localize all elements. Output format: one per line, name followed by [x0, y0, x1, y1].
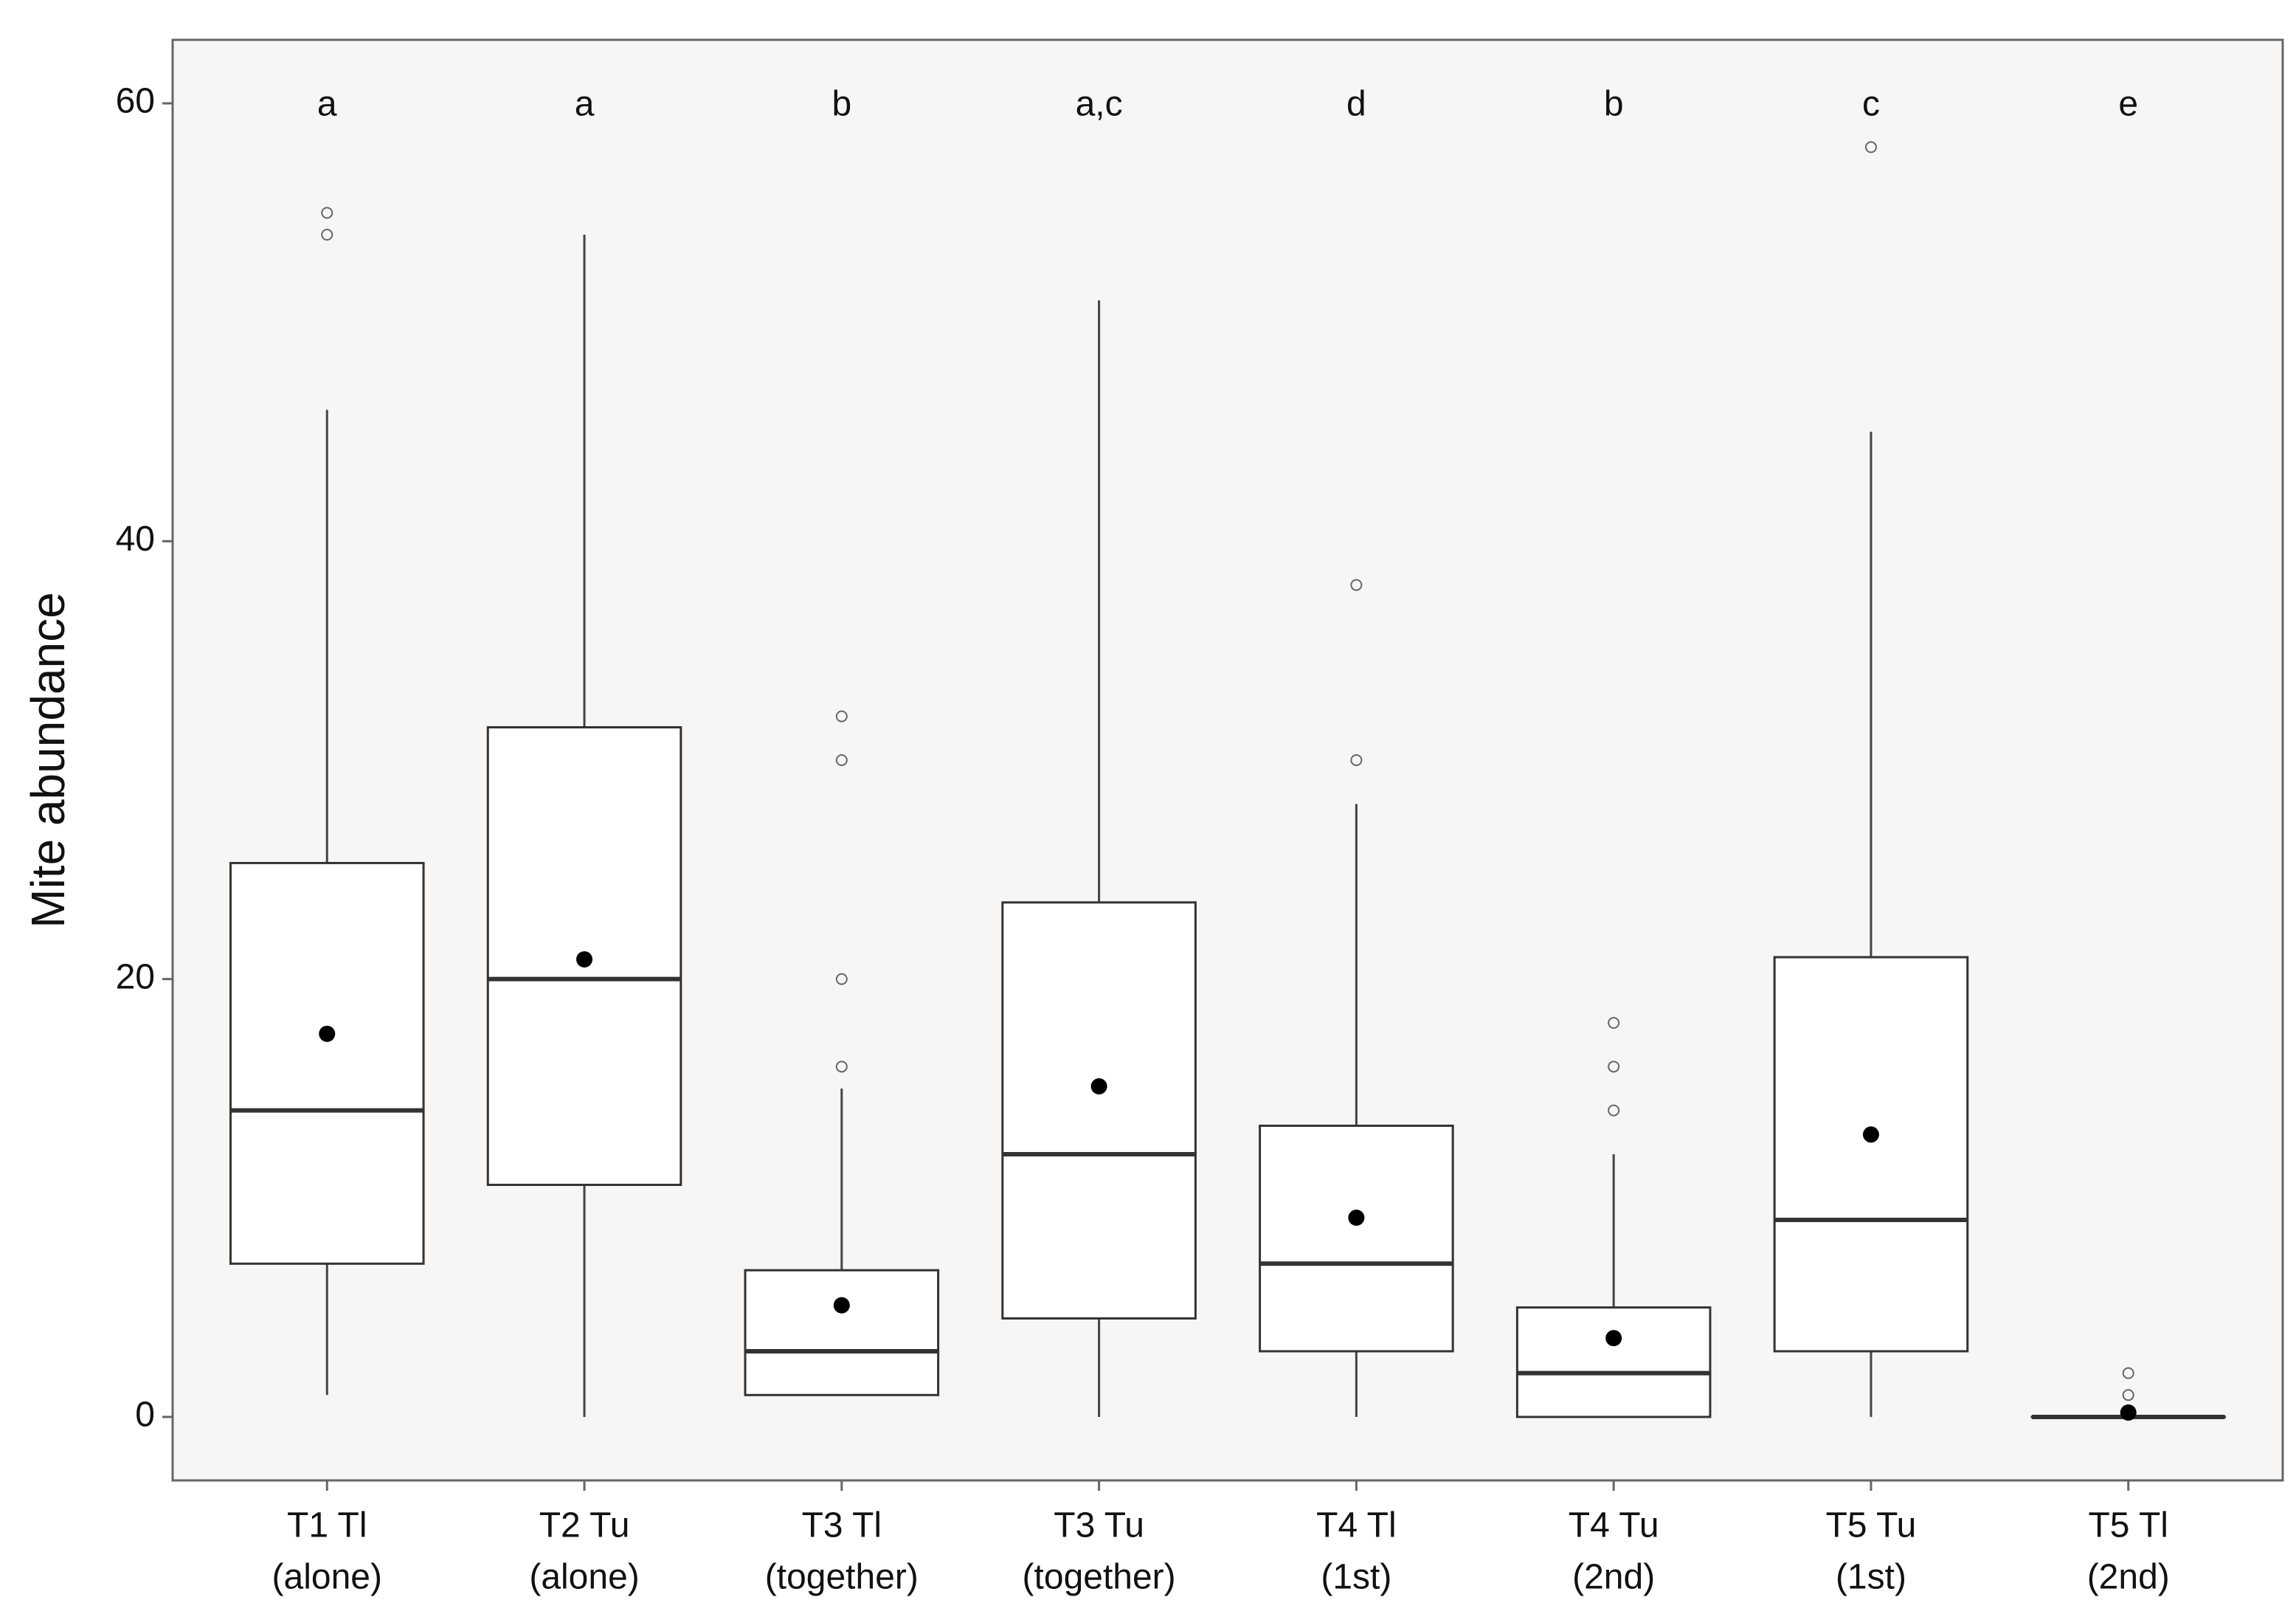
outlier [835, 754, 848, 766]
group-letter: e [2118, 85, 2138, 124]
x-tick-label: T5 Tu [1826, 1506, 1917, 1545]
x-tick-label: (together) [765, 1558, 919, 1597]
outlier [1350, 579, 1363, 591]
y-axis-title: Mite abundance [21, 592, 75, 928]
mean-point [1862, 1126, 1879, 1143]
outlier [321, 207, 333, 219]
outlier [2122, 1367, 2134, 1379]
outlier [1608, 1016, 1620, 1029]
box [1259, 1124, 1454, 1353]
x-tick-label: (together) [1023, 1558, 1176, 1597]
mean-point [2120, 1404, 2137, 1421]
x-tick-label: (1st) [1321, 1558, 1391, 1597]
group-letter: a [317, 85, 337, 124]
outlier [1608, 1061, 1620, 1073]
mean-point [576, 951, 593, 968]
x-tick-label: (1st) [1836, 1558, 1906, 1597]
outlier [321, 229, 333, 241]
mean-point [1348, 1210, 1365, 1227]
box [1001, 901, 1197, 1320]
y-tick-label: 60 [116, 82, 155, 121]
y-tick-label: 20 [116, 957, 155, 996]
outlier [835, 710, 848, 722]
mean-point [1090, 1078, 1107, 1095]
outlier [835, 1061, 848, 1073]
x-tick-label: T2 Tu [539, 1506, 630, 1545]
group-letter: a [575, 85, 595, 124]
y-tick-label: 0 [135, 1396, 155, 1435]
box [1773, 956, 1969, 1353]
mean-point [833, 1297, 850, 1314]
x-tick-label: T5 Tl [2088, 1506, 2168, 1545]
outlier [2122, 1389, 2134, 1401]
x-tick-label: T3 Tl [802, 1506, 882, 1545]
x-tick-label: T4 Tl [1316, 1506, 1396, 1545]
group-letter: b [1604, 85, 1624, 124]
group-letter: a,c [1076, 85, 1123, 124]
box [229, 861, 425, 1265]
box [744, 1269, 940, 1396]
x-tick-label: (2nd) [2087, 1558, 2170, 1597]
x-tick-label: T4 Tu [1569, 1506, 1659, 1545]
x-tick-label: (2nd) [1572, 1558, 1655, 1597]
outlier [1864, 141, 1877, 154]
group-letter: b [831, 85, 851, 124]
y-tick-label: 40 [116, 520, 155, 559]
mean-point [319, 1025, 336, 1042]
x-tick-label: (alone) [272, 1558, 382, 1597]
mean-point [1605, 1330, 1622, 1347]
outlier [1608, 1104, 1620, 1117]
x-tick-label: (alone) [529, 1558, 639, 1597]
x-tick-label: T3 Tu [1054, 1506, 1144, 1545]
group-letter: d [1346, 85, 1366, 124]
outlier [1350, 754, 1363, 766]
x-tick-label: T1 Tl [287, 1506, 367, 1545]
box [1515, 1306, 1712, 1418]
outlier [835, 973, 848, 985]
group-letter: c [1862, 85, 1880, 124]
